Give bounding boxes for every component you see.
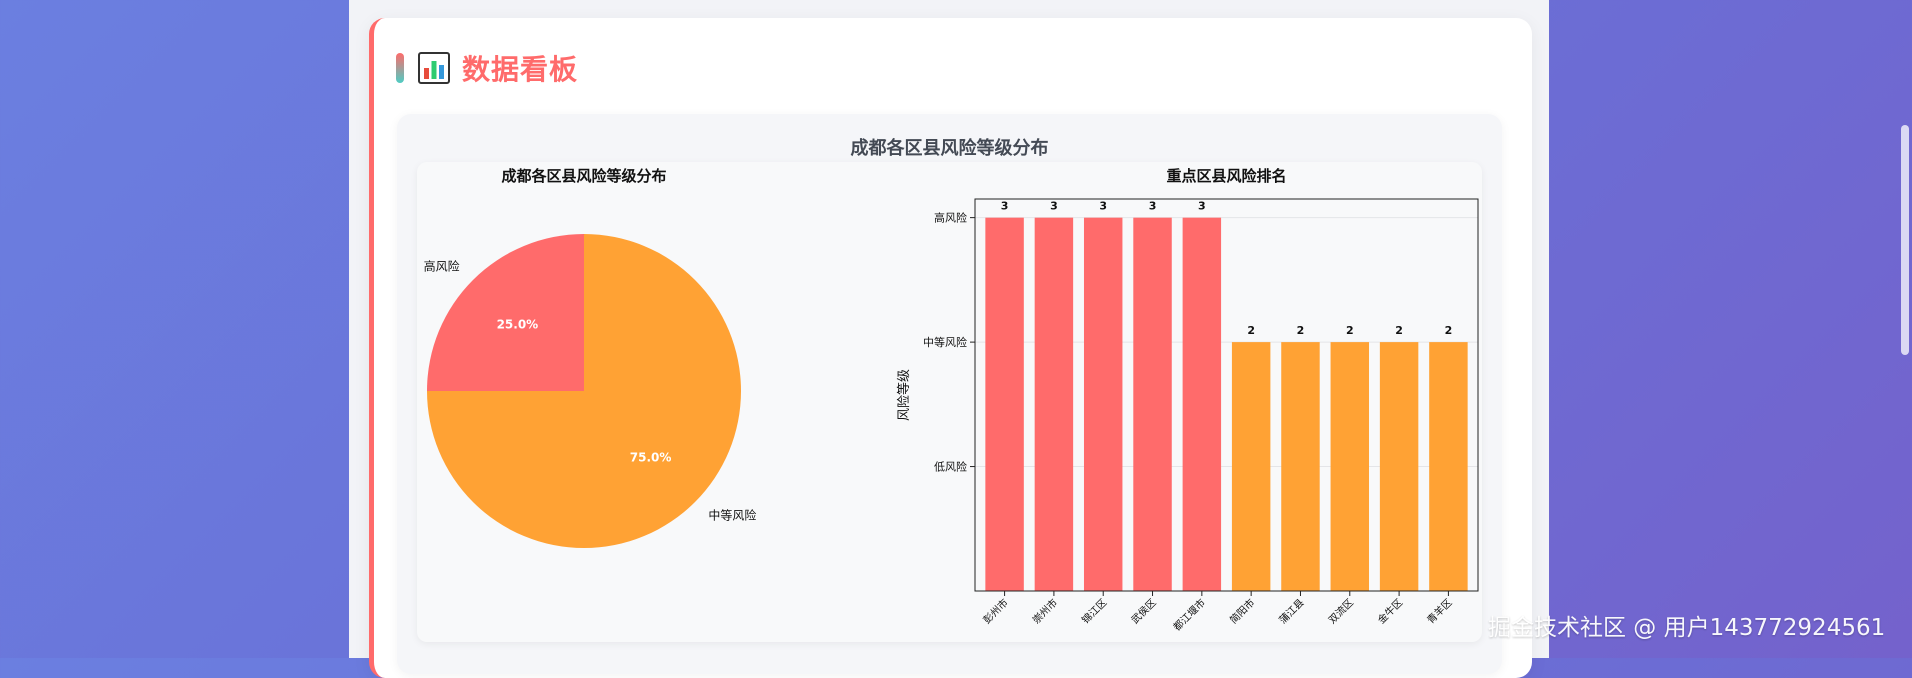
- y-tick-label: 低风险: [934, 460, 967, 474]
- pie-pct-label: 75.0%: [630, 451, 672, 465]
- pie-category-label: 中等风险: [708, 507, 756, 522]
- title-accent-bar: [396, 53, 404, 83]
- bar-axes-frame: [974, 198, 1479, 592]
- pie-slice: [427, 234, 584, 391]
- dashboard-card: 数据看板 成都各区县风险等级分布 成都各区县风险等级分布 25.0% 高风险 75.0…: [369, 18, 1532, 678]
- y-axis-label: 风险等级: [896, 369, 912, 421]
- x-tick-label: 崇州市: [1030, 596, 1060, 626]
- pie-category-label: 高风险: [424, 259, 460, 274]
- x-tick-label: 简阳市: [1227, 596, 1257, 626]
- bar-value-label: 3: [1149, 200, 1157, 213]
- watermark: 掘金技术社区 @ 用户143772924561: [1488, 615, 1886, 641]
- figure-title: 成都各区县风险等级分布: [850, 138, 1049, 159]
- plot-area: 成都各区县风险等级分布 25.0% 高风险 75.0% 中等风险 重点区县风险排名 低风险中…: [417, 162, 1482, 642]
- page-container: 数据看板 成都各区县风险等级分布 成都各区县风险等级分布 25.0% 高风险 75.0…: [349, 0, 1549, 678]
- charts-svg: 成都各区县风险等级分布25.0%高风险75.0%中等风险重点区县风险排名低风险中…: [424, 167, 1479, 633]
- bar-chart-icon: [418, 52, 450, 84]
- x-tick-label: 双流区: [1326, 596, 1356, 626]
- pie-slice: [427, 234, 741, 548]
- bar: [1281, 342, 1320, 591]
- bar: [1231, 342, 1271, 591]
- bar-value-label: 3: [1001, 200, 1009, 213]
- bar: [1182, 217, 1222, 591]
- section-header: 数据看板: [396, 48, 578, 88]
- bar: [1429, 342, 1468, 591]
- bar: [1083, 217, 1123, 591]
- page-title: 数据看板: [462, 53, 579, 86]
- y-tick-label: 中等风险: [923, 335, 967, 349]
- chart-figure: 成都各区县风险等级分布 成都各区县风险等级分布 25.0% 高风险 75.0% 中等风险…: [397, 114, 1502, 674]
- x-tick-label: 蒲江县: [1276, 596, 1306, 626]
- x-tick-label: 彭州市: [980, 596, 1010, 626]
- bar-title: 重点区县风险排名: [1166, 167, 1286, 185]
- y-tick-label: 高风险: [934, 211, 967, 225]
- x-tick-label: 武侯区: [1128, 596, 1158, 626]
- bar-value-label: 3: [1099, 200, 1107, 213]
- bar-value-label: 2: [1247, 324, 1255, 337]
- bar: [985, 217, 1024, 591]
- bar: [1133, 217, 1172, 591]
- bar: [1330, 342, 1370, 591]
- bar: [1379, 342, 1419, 591]
- x-tick-label: 都江堰市: [1170, 596, 1207, 633]
- pie-title: 成都各区县风险等级分布: [501, 167, 666, 185]
- bar-value-label: 2: [1395, 324, 1403, 337]
- x-tick-label: 金牛区: [1375, 596, 1405, 626]
- x-tick-label: 青羊区: [1424, 596, 1454, 626]
- bar-value-label: 2: [1297, 324, 1305, 337]
- bar: [1034, 217, 1074, 591]
- bar-value-label: 2: [1346, 324, 1354, 337]
- scrollbar[interactable]: [1898, 0, 1912, 658]
- x-tick-label: 锦江区: [1079, 596, 1109, 626]
- pie-pct-label: 25.0%: [497, 317, 539, 331]
- bar-value-label: 2: [1445, 324, 1453, 337]
- scrollbar-thumb[interactable]: [1901, 125, 1909, 355]
- bar-value-label: 3: [1050, 200, 1058, 213]
- bar-value-label: 3: [1198, 200, 1206, 213]
